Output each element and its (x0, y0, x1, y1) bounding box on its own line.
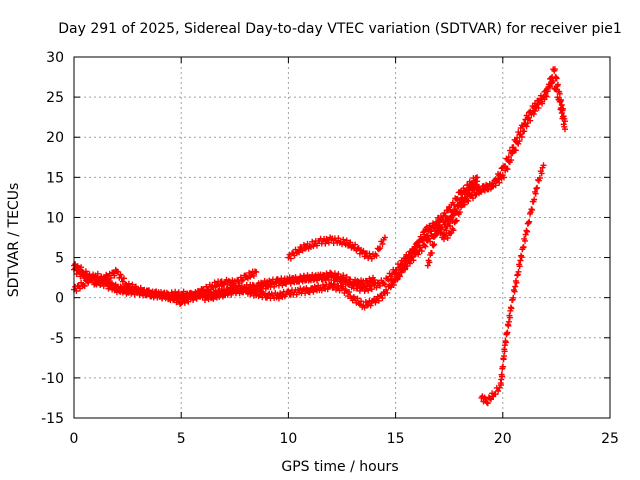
series-markers (285, 234, 388, 262)
x-tick-label: 10 (279, 431, 297, 447)
x-tick-label: 20 (494, 431, 512, 447)
y-tick-label: 25 (46, 90, 64, 106)
series-track-h (478, 162, 547, 407)
series-markers (424, 178, 481, 269)
plot-frame (73, 56, 611, 419)
series-track-g (424, 178, 481, 269)
series-track-e (285, 234, 388, 262)
series-markers (478, 162, 547, 407)
x-tick-label: 0 (70, 431, 79, 447)
x-axis-label: GPS time / hours (281, 459, 398, 475)
chart-title: Day 291 of 2025, Sidereal Day-to-day VTE… (58, 21, 622, 37)
ticks: 0 5 10 15 20 25 -15 -10 -5 0 5 10 15 20 25 30 (41, 50, 619, 447)
series-markers (199, 269, 378, 304)
y-tick-label: 20 (46, 130, 64, 146)
y-tick-label: 15 (46, 170, 64, 186)
series-track-d (199, 269, 378, 304)
x-tick-label: 5 (177, 431, 186, 447)
y-axis-label: SDTVAR / TECUs (6, 183, 22, 298)
y-tick-label: 30 (46, 50, 64, 66)
y-tick-label: 5 (55, 251, 64, 267)
y-tick-label: 0 (55, 291, 64, 307)
y-tick-label: 10 (46, 210, 64, 226)
y-tick-label: -10 (41, 371, 64, 387)
y-tick-label: -15 (41, 411, 64, 427)
x-tick-label: 15 (387, 431, 405, 447)
x-tick-label: 25 (601, 431, 619, 447)
y-tick-label: -5 (50, 331, 64, 347)
